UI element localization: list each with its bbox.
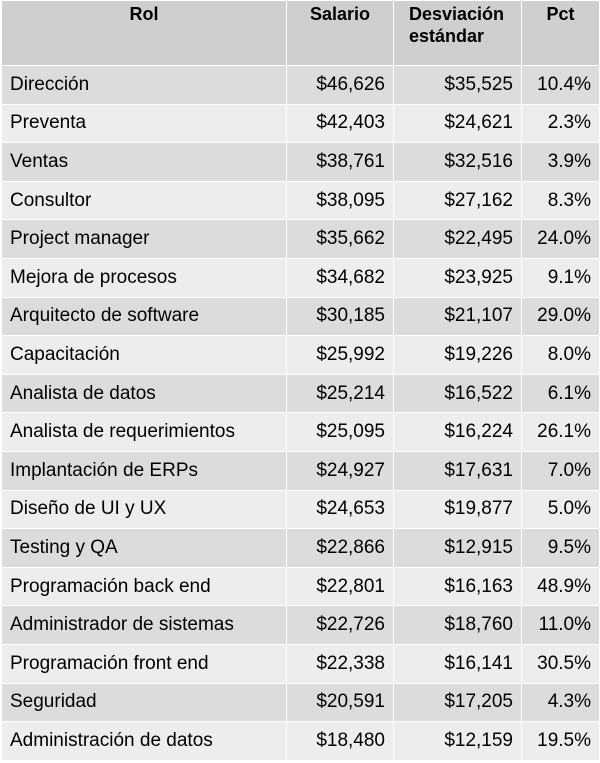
desviacion-cell: $17,205	[393, 682, 522, 723]
rol-cell: Administrador de sistemas	[1, 605, 287, 645]
rol-cell: Analista de datos	[1, 373, 287, 414]
table-row: Mejora de procesos $34,682 $23,925 9.1%	[1, 257, 600, 298]
pct-cell: 29.0%	[521, 296, 600, 337]
rol-cell: Programación front end	[1, 643, 287, 684]
table-row: Diseño de UI y UX $24,653 $19,877 5.0%	[1, 489, 600, 530]
rol-cell: Implantación de ERPs	[1, 450, 287, 491]
salario-cell: $20,591	[286, 682, 394, 723]
desviacion-cell: $24,621	[393, 103, 522, 144]
pct-cell: 30.5%	[521, 643, 600, 684]
rol-cell: Diseño de UI y UX	[1, 489, 287, 530]
desviacion-cell: $23,925	[393, 257, 522, 298]
rol-cell: Mejora de procesos	[1, 257, 287, 298]
table-row: Administración de datos $18,480 $12,159 19.…	[1, 721, 600, 761]
rol-cell: Seguridad	[1, 682, 287, 723]
desviacion-cell: $27,162	[393, 180, 522, 221]
column-header-desviacion: Desviación estándar	[393, 0, 522, 66]
column-header-pct: Pct	[521, 0, 600, 66]
rol-cell: Dirección	[1, 65, 287, 105]
rol-cell: Consultor	[1, 180, 287, 221]
pct-cell: 2.3%	[521, 103, 600, 144]
salario-cell: $22,338	[286, 643, 394, 684]
pct-cell: 4.3%	[521, 682, 600, 723]
rol-cell: Programación back end	[1, 566, 287, 607]
column-header-rol: Rol	[1, 0, 287, 66]
salario-cell: $25,095	[286, 412, 394, 452]
pct-cell: 10.4%	[521, 65, 600, 105]
table-row: Testing y QA $22,866 $12,915 9.5%	[1, 528, 600, 568]
salario-cell: $35,662	[286, 219, 394, 259]
salario-cell: $30,185	[286, 296, 394, 337]
table-row: Preventa $42,403 $24,621 2.3%	[1, 103, 600, 144]
desviacion-cell: $21,107	[393, 296, 522, 337]
desviacion-cell: $12,915	[393, 528, 522, 568]
table-row: Ventas $38,761 $32,516 3.9%	[1, 142, 600, 182]
table-row: Programación back end $22,801 $16,163 48.9%	[1, 566, 600, 607]
pct-cell: 48.9%	[521, 566, 600, 607]
desviacion-cell: $17,631	[393, 450, 522, 491]
desviacion-cell: $16,224	[393, 412, 522, 452]
pct-cell: 9.1%	[521, 257, 600, 298]
rol-cell: Arquitecto de software	[1, 296, 287, 337]
desviacion-cell: $19,877	[393, 489, 522, 530]
pct-cell: 9.5%	[521, 528, 600, 568]
column-header-salario: Salario	[286, 0, 394, 66]
desviacion-cell: $16,522	[393, 373, 522, 414]
salario-cell: $25,214	[286, 373, 394, 414]
pct-cell: 6.1%	[521, 373, 600, 414]
pct-cell: 3.9%	[521, 142, 600, 182]
salario-cell: $24,653	[286, 489, 394, 530]
pct-cell: 8.3%	[521, 180, 600, 221]
salario-cell: $25,992	[286, 335, 394, 375]
pct-cell: 26.1%	[521, 412, 600, 452]
table-row: Programación front end $22,338 $16,141 30.5…	[1, 643, 600, 684]
table-row: Implantación de ERPs $24,927 $17,631 7.0%	[1, 450, 600, 491]
pct-cell: 5.0%	[521, 489, 600, 530]
table-row: Arquitecto de software $30,185 $21,107 29.0…	[1, 296, 600, 337]
table-row: Analista de requerimientos $25,095 $16,224…	[1, 412, 600, 452]
pct-cell: 19.5%	[521, 721, 600, 761]
pct-cell: 11.0%	[521, 605, 600, 645]
desviacion-cell: $22,495	[393, 219, 522, 259]
salario-cell: $22,726	[286, 605, 394, 645]
pct-cell: 8.0%	[521, 335, 600, 375]
desviacion-cell: $16,163	[393, 566, 522, 607]
salario-cell: $34,682	[286, 257, 394, 298]
desviacion-cell: $35,525	[393, 65, 522, 105]
rol-cell: Capacitación	[1, 335, 287, 375]
salario-cell: $24,927	[286, 450, 394, 491]
table-row: Capacitación $25,992 $19,226 8.0%	[1, 335, 600, 375]
rol-cell: Ventas	[1, 142, 287, 182]
header-row: Rol Salario Desviación estándar Pct	[1, 0, 600, 66]
salario-cell: $38,761	[286, 142, 394, 182]
pct-cell: 24.0%	[521, 219, 600, 259]
table-row: Project manager $35,662 $22,495 24.0%	[1, 219, 600, 259]
table-body: Dirección $46,626 $35,525 10.4% Preventa $42,…	[1, 65, 600, 761]
table-row: Analista de datos $25,214 $16,522 6.1%	[1, 373, 600, 414]
rol-cell: Project manager	[1, 219, 287, 259]
desviacion-cell: $16,141	[393, 643, 522, 684]
desviacion-cell: $19,226	[393, 335, 522, 375]
desviacion-cell: $12,159	[393, 721, 522, 761]
table-row: Seguridad $20,591 $17,205 4.3%	[1, 682, 600, 723]
salario-cell: $46,626	[286, 65, 394, 105]
rol-cell: Analista de requerimientos	[1, 412, 287, 452]
pct-cell: 7.0%	[521, 450, 600, 491]
salario-cell: $38,095	[286, 180, 394, 221]
salario-cell: $42,403	[286, 103, 394, 144]
rol-cell: Testing y QA	[1, 528, 287, 568]
table-row: Administrador de sistemas $22,726 $18,760 1…	[1, 605, 600, 645]
table-row: Dirección $46,626 $35,525 10.4%	[1, 65, 600, 105]
salario-cell: $18,480	[286, 721, 394, 761]
rol-cell: Preventa	[1, 103, 287, 144]
salario-cell: $22,801	[286, 566, 394, 607]
salario-cell: $22,866	[286, 528, 394, 568]
table-row: Consultor $38,095 $27,162 8.3%	[1, 180, 600, 221]
desviacion-cell: $32,516	[393, 142, 522, 182]
rol-cell: Administración de datos	[1, 721, 287, 761]
desviacion-cell: $18,760	[393, 605, 522, 645]
